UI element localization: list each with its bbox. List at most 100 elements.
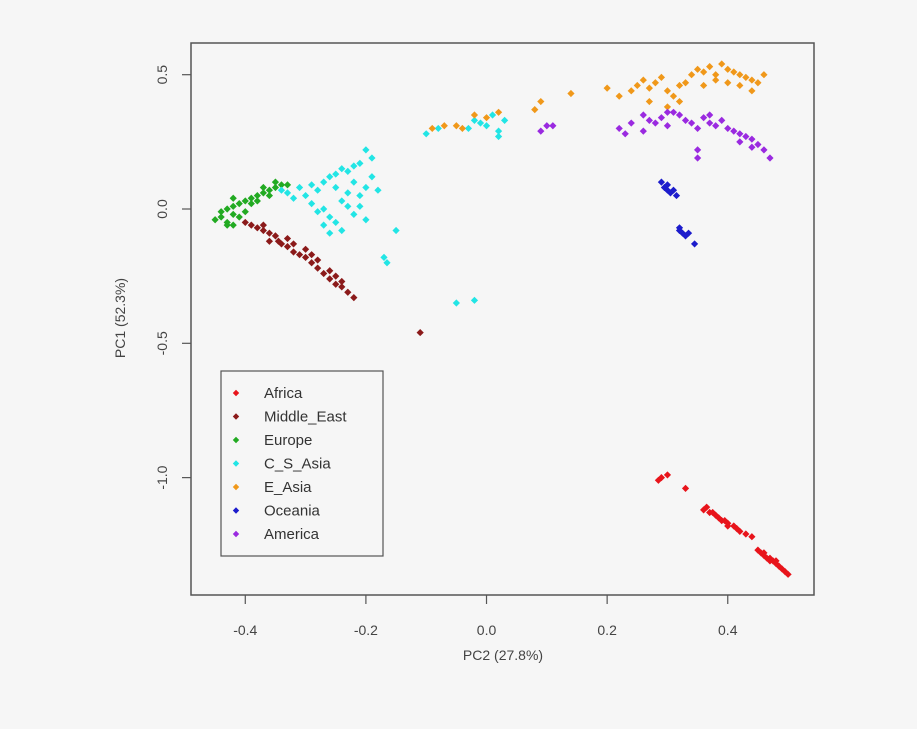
data-point xyxy=(308,200,316,208)
data-point xyxy=(283,234,292,243)
series-america xyxy=(537,108,774,162)
data-point xyxy=(338,226,346,235)
data-point xyxy=(736,527,744,535)
legend-label: America xyxy=(264,526,320,543)
data-point xyxy=(283,181,292,189)
y-axis-label: PC1 (52.3%) xyxy=(112,278,128,358)
data-point xyxy=(657,73,666,81)
data-point xyxy=(748,143,756,151)
data-point xyxy=(663,471,672,479)
data-point xyxy=(265,237,274,245)
legend-marker xyxy=(232,530,240,538)
data-point xyxy=(675,81,684,90)
data-point xyxy=(703,503,711,511)
data-point xyxy=(645,84,653,92)
data-point xyxy=(724,65,732,73)
data-point xyxy=(694,154,702,162)
series-oceania xyxy=(657,178,699,248)
series-europe xyxy=(211,178,292,229)
data-point xyxy=(778,565,786,573)
data-point xyxy=(742,73,750,81)
data-point xyxy=(488,111,497,119)
legend-label: Middle_East xyxy=(264,409,347,426)
data-point xyxy=(301,191,310,200)
data-point xyxy=(663,108,672,116)
data-point xyxy=(657,474,666,482)
data-point xyxy=(549,122,557,130)
data-point xyxy=(718,60,726,68)
data-point xyxy=(537,97,545,106)
data-point xyxy=(681,116,690,124)
legend-marker xyxy=(232,483,240,491)
data-point xyxy=(344,189,352,197)
data-point xyxy=(694,146,702,154)
data-point xyxy=(706,63,714,71)
data-point xyxy=(669,108,678,116)
data-point xyxy=(271,178,280,186)
data-point xyxy=(766,154,774,162)
data-point xyxy=(344,167,352,175)
data-point xyxy=(350,162,358,170)
data-point xyxy=(235,213,243,221)
data-point xyxy=(301,245,310,253)
legend-marker xyxy=(232,507,240,514)
legend-label: E_Asia xyxy=(264,479,312,496)
data-point xyxy=(362,146,370,154)
data-point xyxy=(742,530,750,538)
data-point xyxy=(675,97,684,106)
data-point xyxy=(338,165,346,173)
data-point xyxy=(657,114,666,122)
data-point xyxy=(350,210,358,218)
points-layer xyxy=(211,60,792,578)
data-point xyxy=(730,127,738,135)
data-point xyxy=(712,71,720,79)
data-point xyxy=(663,122,672,130)
legend-box xyxy=(220,370,384,557)
data-point xyxy=(229,194,237,202)
data-point xyxy=(314,264,322,272)
data-point xyxy=(308,181,316,189)
data-point xyxy=(265,186,274,194)
data-point xyxy=(259,189,267,197)
data-point xyxy=(235,200,243,208)
data-point xyxy=(754,140,762,149)
data-point xyxy=(416,328,424,337)
data-point xyxy=(712,122,720,130)
data-point xyxy=(332,183,340,192)
series-africa xyxy=(654,471,792,578)
data-point xyxy=(470,111,479,119)
data-point xyxy=(666,189,675,197)
x-tick-label: 0.4 xyxy=(718,622,738,638)
data-point xyxy=(736,138,744,146)
data-point xyxy=(501,116,509,124)
data-point xyxy=(645,116,653,124)
data-point xyxy=(663,103,672,111)
data-point xyxy=(615,124,623,133)
data-point xyxy=(320,221,328,229)
data-point xyxy=(277,186,286,194)
data-point xyxy=(247,194,255,202)
data-point xyxy=(736,81,744,90)
data-point xyxy=(428,124,436,133)
x-tick-label: 0.2 xyxy=(597,622,617,638)
data-point xyxy=(253,197,261,205)
data-point xyxy=(356,159,364,167)
data-point xyxy=(627,119,635,127)
data-point xyxy=(464,124,473,133)
data-point xyxy=(681,484,690,492)
data-point xyxy=(627,87,635,95)
data-point xyxy=(332,280,340,288)
data-point xyxy=(326,267,334,275)
data-point xyxy=(748,76,756,84)
x-axis-ticks: -0.4 -0.2 0.0 0.2 0.4 xyxy=(233,595,738,638)
data-point xyxy=(314,208,322,216)
data-point xyxy=(494,108,503,116)
data-point xyxy=(639,111,647,119)
data-point xyxy=(476,119,485,127)
data-point xyxy=(362,183,370,192)
data-point xyxy=(684,229,693,237)
data-point xyxy=(289,248,298,256)
data-point xyxy=(760,549,768,557)
data-point xyxy=(277,240,286,248)
data-point xyxy=(289,194,298,202)
